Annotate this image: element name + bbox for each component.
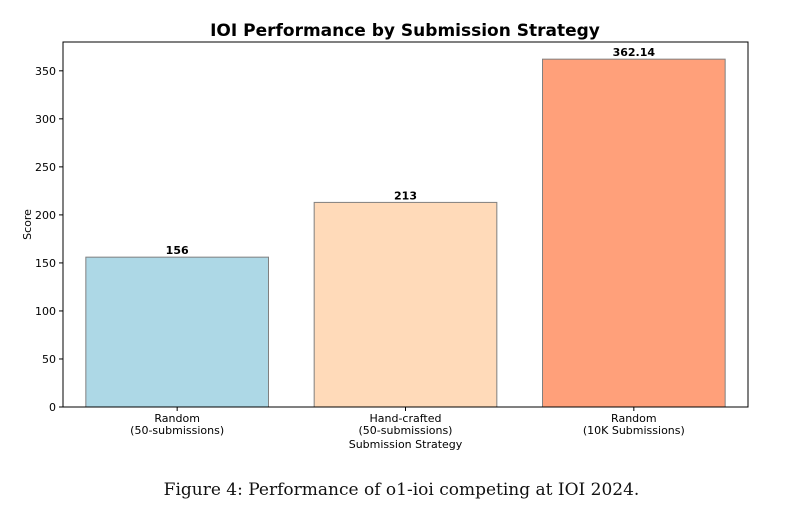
y-tick-label: 350: [35, 65, 56, 78]
x-tick-label: (10K Submissions): [583, 424, 685, 437]
bar-data-label-2: 213: [394, 189, 417, 202]
x-axis: Random(50-submissions)Hand-crafted(50-su…: [130, 407, 685, 437]
y-axis: 0 50 100 150 200 250 300 350: [35, 65, 63, 414]
y-tick-label: 250: [35, 161, 56, 174]
bars-group: 156 213 362.14: [85, 46, 726, 408]
y-tick-label: 50: [42, 353, 56, 366]
x-tick-label: (50-submissions): [359, 424, 453, 437]
x-tick-label: Random: [611, 412, 657, 425]
plot-frame: [62, 41, 749, 408]
y-tick-label: 100: [35, 305, 56, 318]
bar-data-label-3: 362.14: [613, 46, 656, 59]
y-tick-label: 200: [35, 209, 56, 222]
chart-title: IOI Performance by Submission Strategy: [210, 21, 600, 41]
x-tick-label: Random: [154, 412, 200, 425]
bar-3: [542, 58, 726, 408]
y-tick-label: 150: [35, 257, 56, 270]
x-tick-label: (50-submissions): [130, 424, 224, 437]
y-tick-label: 0: [49, 401, 56, 414]
bar-data-label-1: 156: [166, 244, 189, 257]
y-tick-label: 300: [35, 113, 56, 126]
x-tick-label: Hand-crafted: [370, 412, 442, 425]
bar-1: [85, 256, 270, 408]
figure-caption: Figure 4: Performance of o1-ioi competin…: [163, 480, 640, 500]
y-axis-label: Score: [21, 209, 34, 240]
bar-chart: IOI Performance by Submission Strategy 1…: [21, 21, 749, 451]
x-axis-label: Submission Strategy: [349, 438, 463, 451]
bar-2: [313, 201, 498, 408]
